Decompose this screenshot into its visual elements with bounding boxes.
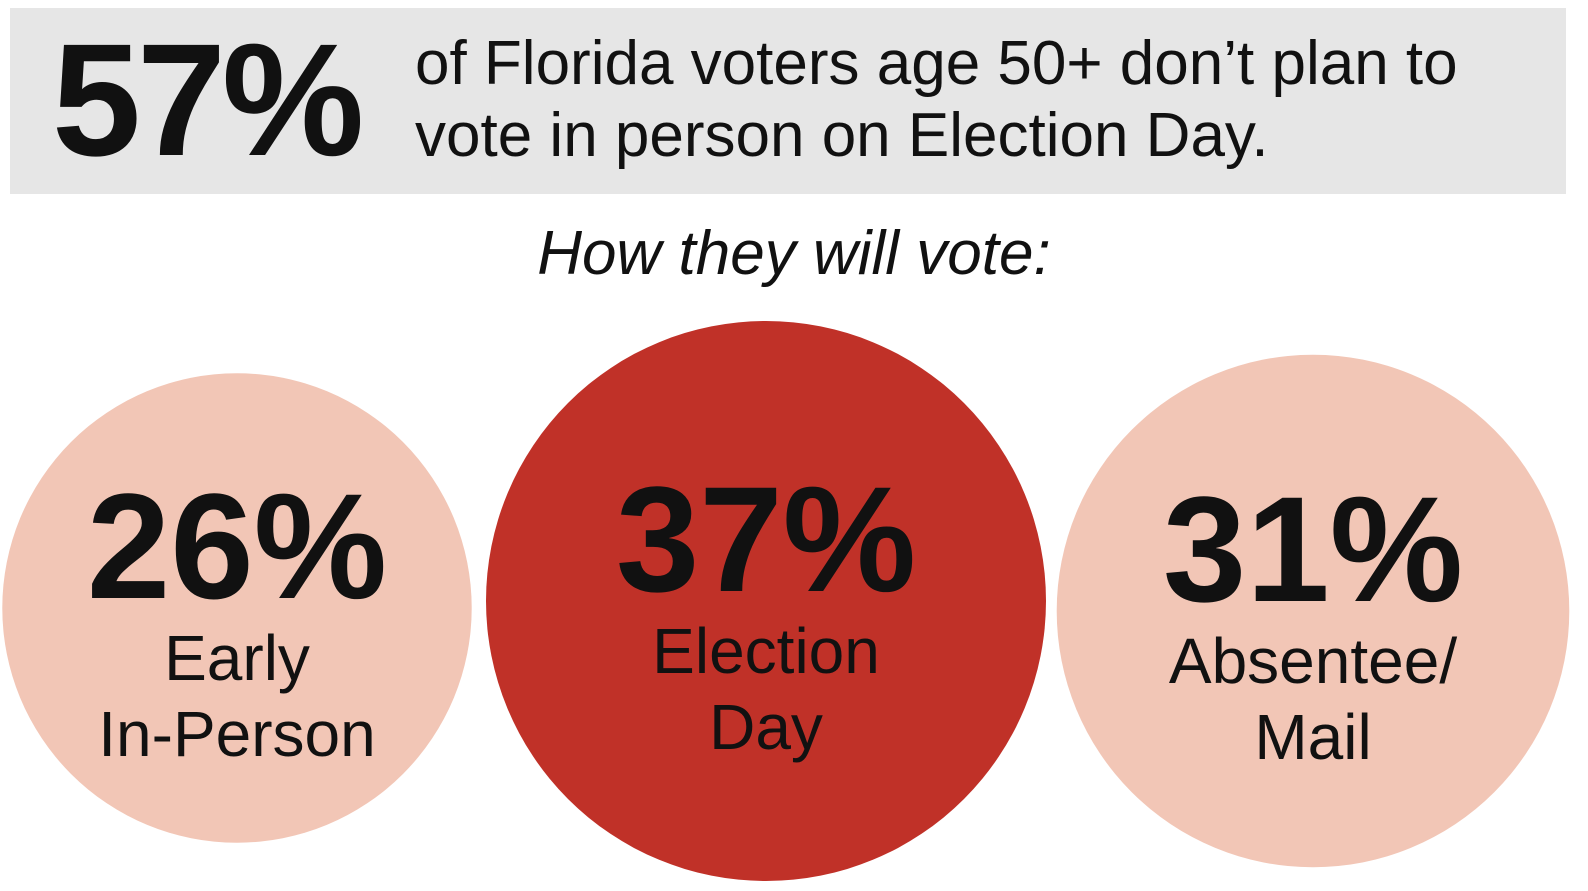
chart-subtitle: How they will vote: bbox=[537, 219, 1051, 288]
bubble-label-election-day: Election bbox=[652, 615, 880, 687]
bubble-label-absentee-mail: Absentee/ bbox=[1169, 625, 1457, 697]
bubble-value-absentee-mail: 31% bbox=[1163, 465, 1463, 633]
bubble-value-election-day: 37% bbox=[616, 455, 916, 623]
headline-text: of Florida voters age 50+ don’t plan to … bbox=[415, 29, 1458, 170]
bubble-label-election-day: Day bbox=[709, 691, 823, 763]
bubble-label-absentee-mail: Mail bbox=[1254, 701, 1371, 773]
bubble-absentee-mail bbox=[1056, 354, 1570, 868]
bubble-value-early-in-person: 26% bbox=[87, 462, 387, 630]
bubble-early-in-person bbox=[2, 373, 472, 843]
bubble-label-early-in-person: In-Person bbox=[98, 698, 375, 770]
bubble-election-day bbox=[486, 321, 1046, 881]
header-banner bbox=[10, 8, 1566, 194]
headline-percentage: 57% bbox=[52, 10, 364, 189]
bubble-label-early-in-person: Early bbox=[164, 622, 310, 694]
